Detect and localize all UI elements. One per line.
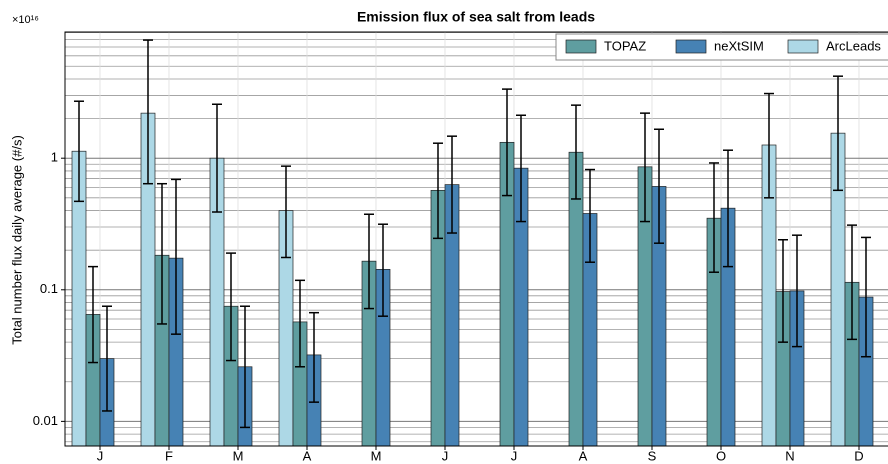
- legend-box: [555, 33, 888, 61]
- chart-title: Emission flux of sea salt from leads: [357, 9, 595, 25]
- error-bar: [778, 239, 788, 343]
- legend-swatch: [675, 39, 707, 54]
- error-bar: [157, 182, 167, 325]
- legend-label: TOPAZ: [604, 38, 646, 53]
- x-tick-label: A: [303, 448, 312, 463]
- error-bar: [709, 162, 719, 273]
- x-tick-label: J: [442, 448, 449, 463]
- error-bar: [378, 223, 388, 317]
- x-tick-label: M: [371, 448, 382, 463]
- x-tick-label: S: [648, 448, 657, 463]
- error-bar: [764, 92, 774, 199]
- error-bar: [295, 279, 305, 368]
- x-tick-label: N: [785, 448, 794, 463]
- error-bar: [74, 100, 84, 203]
- error-bar: [447, 135, 457, 234]
- error-bar: [102, 305, 112, 412]
- error-bar: [212, 103, 222, 213]
- error-bar: [364, 213, 374, 310]
- error-bar: [143, 39, 153, 185]
- error-bar: [309, 311, 319, 403]
- y-tick-label: 0.01: [33, 413, 58, 428]
- error-bar: [833, 75, 843, 192]
- x-tick-label: A: [579, 448, 588, 463]
- error-bar: [654, 128, 664, 244]
- error-bar: [171, 178, 181, 335]
- error-bar: [226, 252, 236, 362]
- error-bar: [861, 236, 871, 358]
- x-tick-label: M: [233, 448, 244, 463]
- y-axis-label: Total number flux daily average (#/s): [9, 135, 24, 345]
- y-multiplier: ×10¹⁶: [12, 14, 39, 26]
- y-tick-label: 0.1: [40, 281, 58, 296]
- legend-label: ArcLeads: [826, 38, 881, 53]
- error-bar: [516, 114, 526, 223]
- error-bar: [585, 168, 595, 263]
- x-tick-label: F: [165, 448, 173, 463]
- error-bar: [571, 104, 581, 200]
- error-bar: [723, 149, 733, 268]
- x-tick-label: J: [511, 448, 518, 463]
- error-bar: [88, 265, 98, 364]
- error-bar: [502, 88, 512, 197]
- legend-swatch: [787, 39, 819, 54]
- error-bar: [281, 165, 291, 259]
- legend-swatch: [565, 39, 597, 54]
- y-tick-label: 1: [51, 150, 58, 165]
- error-bar: [433, 142, 443, 240]
- error-bar: [792, 234, 802, 348]
- error-bar: [847, 224, 857, 341]
- x-tick-label: J: [97, 448, 104, 463]
- plot-frame: [64, 31, 888, 447]
- x-tick-label: O: [716, 448, 726, 463]
- error-bar: [640, 112, 650, 223]
- error-bar: [240, 305, 250, 429]
- x-tick-label: D: [854, 448, 863, 463]
- legend-label: neXtSIM: [714, 38, 764, 53]
